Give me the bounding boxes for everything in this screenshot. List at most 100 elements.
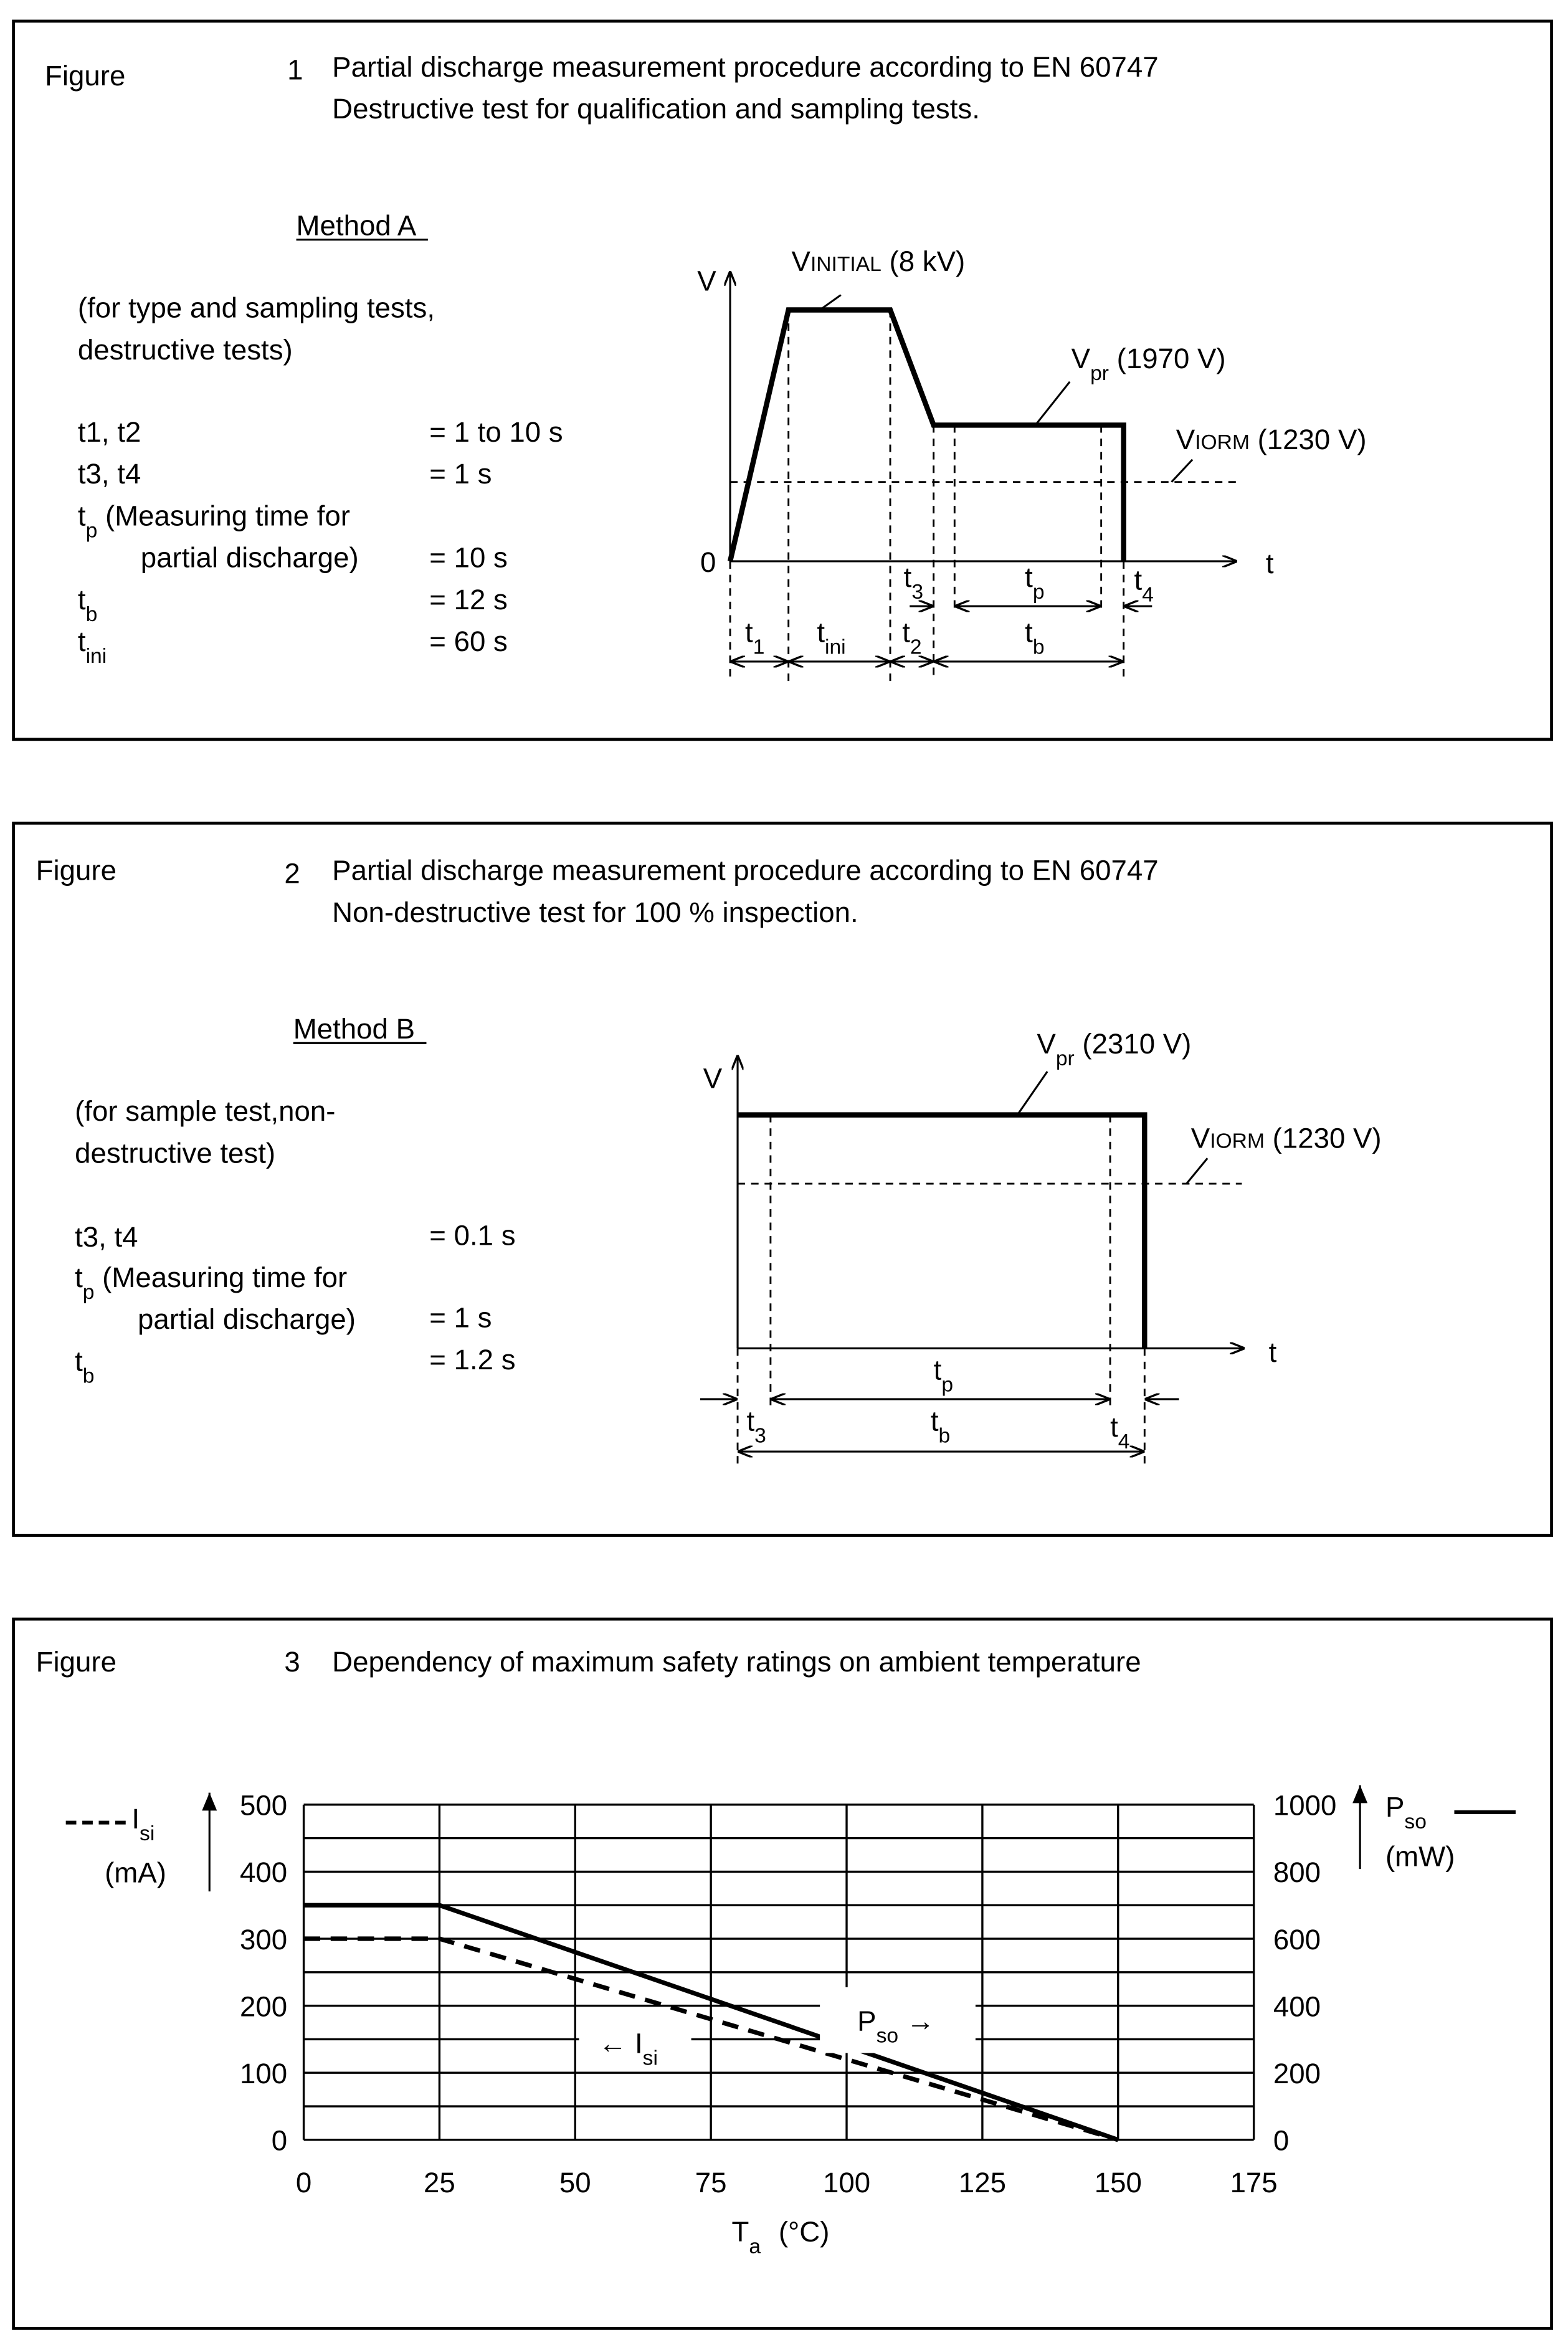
- param-tp-cont: partial discharge): [138, 1303, 356, 1335]
- safety-ratings-chart: 0 25 50 75 100 125 150 175 0 100 200 300 400 500 0 200 4…: [65, 1785, 1516, 2258]
- figure-1: Figure 1 Partial discharge measurement p…: [12, 19, 1553, 741]
- y-left-tick-label: 400: [240, 1856, 287, 1888]
- vinitial-label: VINITIAL (8 kV): [792, 245, 966, 277]
- y-left-tick-label: 300: [240, 1924, 287, 1956]
- t4-label: t4: [1134, 564, 1154, 607]
- dashed-guides: [736, 1115, 1146, 1464]
- figure-title-line-1: Partial discharge measurement procedure …: [332, 855, 1158, 886]
- y-right-tick-label: 600: [1273, 1924, 1321, 1956]
- param-tini-value: = 60 s: [429, 625, 508, 657]
- chart-ticks: 0 25 50 75 100 125 150 175 0 100 200 300 400 500 0 200 4…: [240, 1790, 1336, 2198]
- param-t3-t4: t3, t4: [75, 1221, 138, 1253]
- desc-line-2: destructive tests): [78, 334, 293, 366]
- param-tb: tb: [75, 1345, 94, 1387]
- figure-2-frame: [12, 821, 1553, 1537]
- method-a-diagram: V t 0 VINITIAL (8 kV) Vpr (1970 V) VIORM…: [697, 245, 1367, 682]
- vpr-leader: [1016, 1071, 1048, 1116]
- figure-title-line-1: Partial discharge measurement procedure …: [332, 51, 1158, 83]
- voltage-trace: [727, 307, 1126, 562]
- y-left-unit: (mA): [105, 1857, 166, 1889]
- x-tick-label: 75: [695, 2167, 727, 2198]
- param-t3-t4: t3, t4: [78, 458, 141, 490]
- y-right-label: Pso: [1385, 1791, 1427, 1833]
- t-axis-label: t: [1266, 548, 1274, 579]
- figure-1-frame: [12, 19, 1553, 741]
- vpr-label: Vpr (1970 V): [1071, 343, 1226, 385]
- figure-number: 1: [287, 54, 303, 86]
- series-isi-line: [303, 1936, 1119, 2142]
- param-t3-t4-value: = 1 s: [429, 458, 492, 490]
- tb-label: tb: [1025, 617, 1044, 659]
- t1-label: t1: [745, 617, 764, 659]
- t4-label: t4: [1110, 1411, 1129, 1453]
- x-axis-label: Ta (°C): [731, 2216, 829, 2258]
- x-tick-label: 175: [1230, 2167, 1278, 2198]
- y-left-tick-label: 0: [272, 2125, 287, 2157]
- tb-label: tb: [931, 1405, 950, 1447]
- param-t1-t2: t1, t2: [78, 416, 141, 448]
- interval-arrows: [700, 1399, 1179, 1452]
- param-tini: tini: [78, 625, 107, 668]
- t3-label: t3: [746, 1405, 766, 1447]
- pso-annotation: Pso →: [857, 2005, 934, 2047]
- desc-line-1: (for type and sampling tests,: [78, 292, 435, 324]
- figure-2: Figure 2 Partial discharge measurement p…: [12, 821, 1553, 1537]
- y-right-unit: (mW): [1385, 1840, 1455, 1872]
- y-left-label: Isi: [131, 1803, 154, 1845]
- dashed-guides: [729, 310, 1125, 682]
- x-tick-label: 25: [424, 2167, 455, 2198]
- y-right-tick-label: 400: [1273, 1990, 1321, 2022]
- param-t1-t2-value: = 1 to 10 s: [429, 416, 563, 448]
- param-tb-value: = 1.2 s: [429, 1344, 515, 1376]
- interval-arrows: [731, 606, 1152, 662]
- chart-series: [303, 1903, 1119, 2142]
- y-left-tick-label: 100: [240, 2058, 287, 2089]
- v-axis-label: V: [703, 1062, 723, 1094]
- figure-title-line-2: Destructive test for qualification and s…: [332, 93, 980, 125]
- param-tp: tp (Measuring time for: [75, 1262, 347, 1304]
- figure-title: Dependency of maximum safety ratings on …: [332, 1646, 1141, 1678]
- x-tick-label: 125: [959, 2167, 1006, 2198]
- x-tick-label: 100: [823, 2167, 870, 2198]
- voltage-trace: [738, 1112, 1147, 1349]
- v-axis-label: V: [697, 265, 716, 297]
- figure-label: Figure: [36, 1646, 116, 1678]
- viorm-label: VIORM (1230 V): [1176, 424, 1367, 455]
- figure-title-line-2: Non-destructive test for 100 % inspectio…: [332, 896, 858, 928]
- vpr-leader: [1034, 381, 1071, 426]
- y-left-tick-label: 200: [240, 1990, 287, 2022]
- x-tick-label: 0: [296, 2167, 311, 2198]
- pso-annotation-bg: [820, 1987, 976, 2053]
- figure-number: 2: [284, 857, 300, 889]
- y-left-tick-label: 500: [240, 1790, 287, 1822]
- desc-line-1: (for sample test,non-: [75, 1095, 335, 1127]
- tp-label: tp: [934, 1354, 953, 1397]
- param-tp-cont: partial discharge): [141, 542, 359, 574]
- desc-line-2: destructive test): [75, 1137, 275, 1169]
- viorm-leader: [1171, 459, 1194, 483]
- figure-number: 3: [284, 1646, 300, 1678]
- param-tb: tb: [78, 584, 97, 626]
- method-b-diagram: V t Vpr (2310 V) VIORM (1230 V) tp t3: [700, 1028, 1382, 1464]
- vpr-label: Vpr (2310 V): [1037, 1028, 1191, 1070]
- method-heading: Method A: [297, 209, 417, 241]
- y-right-tick-label: 1000: [1273, 1790, 1337, 1822]
- param-tb-value: = 12 s: [429, 584, 508, 616]
- x-tick-label: 150: [1095, 2167, 1142, 2198]
- figure-label: Figure: [45, 60, 125, 92]
- tini-label: tini: [817, 617, 845, 659]
- t3-label: t3: [904, 561, 923, 604]
- t2-label: t2: [902, 617, 921, 659]
- tp-label: tp: [1025, 561, 1044, 604]
- y-right-tick-label: 0: [1273, 2125, 1289, 2157]
- x-tick-label: 50: [559, 2167, 591, 2198]
- isi-annotation-bg: [579, 2020, 691, 2065]
- t-axis-label: t: [1269, 1336, 1277, 1368]
- viorm-label: VIORM (1230 V): [1191, 1122, 1382, 1154]
- viorm-leader: [1186, 1157, 1209, 1185]
- series-pso-line: [303, 1903, 1119, 2142]
- figure-3-frame: [12, 1617, 1553, 2330]
- y-right-tick-label: 800: [1273, 1856, 1321, 1888]
- figure-3: Figure 3 Dependency of maximum safety ra…: [12, 1617, 1553, 2330]
- vinitial-leader: [819, 294, 842, 311]
